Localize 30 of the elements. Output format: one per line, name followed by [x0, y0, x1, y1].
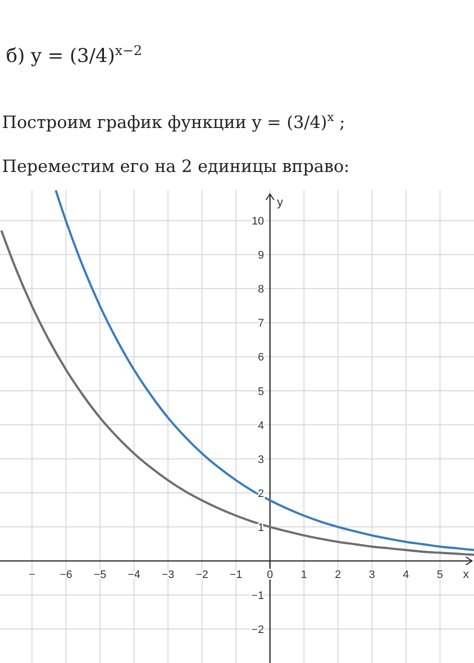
x-tick-label: −1: [230, 568, 242, 581]
x-tick-label: 2: [334, 568, 342, 581]
y-tick-label: 8: [258, 284, 264, 296]
x-tick-label: −2: [196, 568, 208, 581]
x-tick-label: 4: [402, 568, 410, 581]
y-tick-label: −1: [251, 590, 264, 602]
line-series: [54, 190, 474, 552]
x-axis-title: x: [463, 566, 469, 581]
x-tick-label: 5: [436, 568, 444, 581]
line-series: [0, 229, 474, 556]
x-tick-label: −: [28, 568, 36, 581]
y-tick-label: 3: [258, 454, 264, 466]
x-tick-label: −4: [128, 568, 140, 581]
text: Переместим его на 2 единицы вправо:: [2, 157, 350, 177]
x-tick-label: 1: [300, 568, 308, 581]
y-tick-label: 1: [258, 522, 264, 534]
chart-subtitle: Построим график функции y = (3/4)$^{x}$ ;: [2, 110, 346, 133]
y-axis-title: y: [276, 195, 283, 209]
y-tick-label: 9: [258, 250, 264, 262]
y-tick-label: 4: [258, 420, 264, 432]
y-tick-label: 5: [258, 386, 264, 398]
y-tick-label: −2: [251, 624, 264, 636]
y-tick-label: 7: [258, 318, 264, 330]
x-tick-label: 3: [368, 568, 376, 581]
y-tick-label: 6: [258, 352, 264, 364]
x-tick-label: −5: [94, 568, 106, 581]
x-tick-label: −6: [60, 568, 72, 581]
x-tick-label: −3: [162, 568, 174, 581]
chart-title: б) y = (3/4)$^{x−2}$: [6, 44, 142, 67]
y-tick-label: 10: [252, 216, 264, 228]
